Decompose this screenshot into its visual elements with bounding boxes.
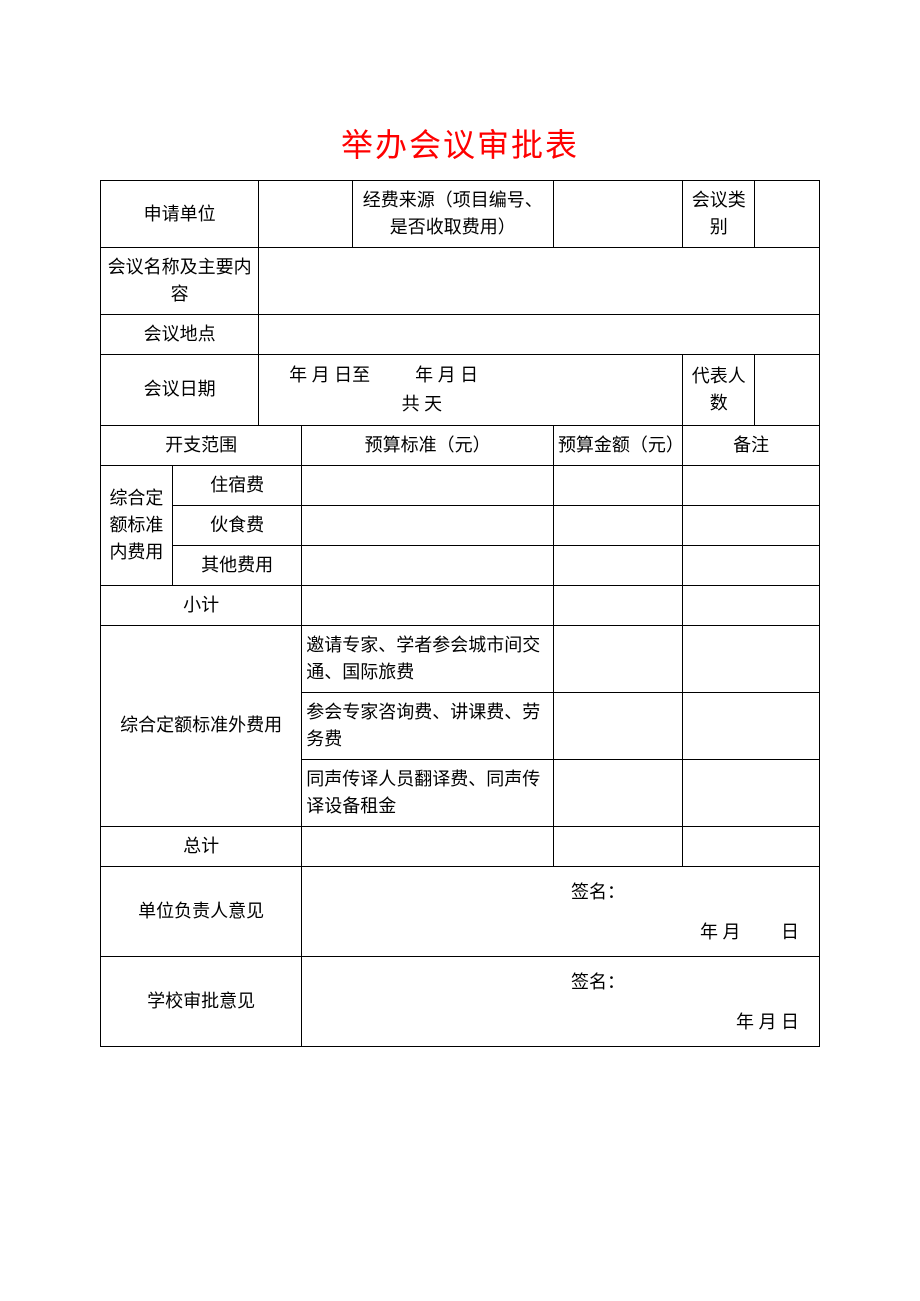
- value-subtotal-standard: [302, 585, 554, 625]
- form-title: 举办会议审批表: [100, 120, 820, 166]
- label-outer-fee: 综合定额标准外费用: [101, 625, 302, 826]
- label-expense-scope: 开支范围: [101, 425, 302, 465]
- label-remark: 备注: [683, 425, 820, 465]
- label-apply-unit: 申请单位: [101, 181, 259, 248]
- table-row: 总计: [101, 826, 820, 866]
- value-meeting-place: [259, 315, 820, 355]
- table-row: 申请单位 经费来源（项目编号、是否收取费用） 会议类别: [101, 181, 820, 248]
- table-row: 会议日期 年 月 日至 年 月 日 共 天 代表人数: [101, 355, 820, 426]
- date-d: 日: [781, 922, 799, 942]
- value-outer2-remark: [683, 692, 820, 759]
- table-row: 单位负责人意见 签名： 年 月 日: [101, 866, 820, 956]
- label-meeting-place: 会议地点: [101, 315, 259, 355]
- value-fund-source: [553, 181, 682, 248]
- label-meal: 伙食费: [172, 505, 301, 545]
- label-meeting-name: 会议名称及主要内容: [101, 248, 259, 315]
- value-lodging-remark: [683, 465, 820, 505]
- value-meal-amount: [553, 505, 682, 545]
- value-outer3-remark: [683, 759, 820, 826]
- value-lodging-amount: [553, 465, 682, 505]
- label-outer-item1: 邀请专家、学者参会城市间交通、国际旅费: [302, 625, 554, 692]
- value-outer1-remark: [683, 625, 820, 692]
- table-row: 伙食费: [101, 505, 820, 545]
- value-meeting-type: [755, 181, 820, 248]
- table-row: 综合定额标准外费用 邀请专家、学者参会城市间交通、国际旅费: [101, 625, 820, 692]
- value-lodging-standard: [302, 465, 554, 505]
- label-unit-opinion: 单位负责人意见: [101, 866, 302, 956]
- table-row: 小计: [101, 585, 820, 625]
- label-budget-amount: 预算金额（元）: [553, 425, 682, 465]
- date-placeholder: 年 月 日: [700, 919, 799, 946]
- table-row: 会议名称及主要内容: [101, 248, 820, 315]
- value-outer2-amount: [553, 692, 682, 759]
- value-outer1-amount: [553, 625, 682, 692]
- value-unit-opinion: 签名： 年 月 日: [302, 866, 820, 956]
- value-total-remark: [683, 826, 820, 866]
- table-row: 综合定额标准内费用 住宿费: [101, 465, 820, 505]
- value-total-amount: [553, 826, 682, 866]
- value-meal-standard: [302, 505, 554, 545]
- value-outer3-amount: [553, 759, 682, 826]
- table-row: 其他费用: [101, 545, 820, 585]
- value-meeting-date: 年 月 日至 年 月 日 共 天: [259, 355, 683, 426]
- value-school-opinion: 签名： 年 月 日: [302, 956, 820, 1046]
- date-ym: 年 月: [700, 922, 741, 942]
- table-row: 开支范围 预算标准（元） 预算金额（元） 备注: [101, 425, 820, 465]
- label-school-opinion: 学校审批意见: [101, 956, 302, 1046]
- signature-label: 签名：: [571, 879, 625, 906]
- label-fund-source: 经费来源（项目编号、是否收取费用）: [352, 181, 553, 248]
- date-line1: 年 月 日至: [289, 365, 370, 385]
- label-meeting-date: 会议日期: [101, 355, 259, 426]
- label-other-fee: 其他费用: [172, 545, 301, 585]
- value-meeting-name: [259, 248, 820, 315]
- value-total-standard: [302, 826, 554, 866]
- label-subtotal: 小计: [101, 585, 302, 625]
- value-subtotal-remark: [683, 585, 820, 625]
- value-subtotal-amount: [553, 585, 682, 625]
- approval-form-table: 申请单位 经费来源（项目编号、是否收取费用） 会议类别 会议名称及主要内容 会议…: [100, 180, 820, 1047]
- label-meeting-type: 会议类别: [683, 181, 755, 248]
- value-other-amount: [553, 545, 682, 585]
- label-total: 总计: [101, 826, 302, 866]
- value-other-standard: [302, 545, 554, 585]
- date-placeholder: 年 月 日: [736, 1009, 799, 1036]
- table-row: 学校审批意见 签名： 年 月 日: [101, 956, 820, 1046]
- table-row: 会议地点: [101, 315, 820, 355]
- value-meal-remark: [683, 505, 820, 545]
- label-budget-standard: 预算标准（元）: [302, 425, 554, 465]
- label-attendee-count: 代表人数: [683, 355, 755, 426]
- value-other-remark: [683, 545, 820, 585]
- label-outer-item2: 参会专家咨询费、讲课费、劳务费: [302, 692, 554, 759]
- date-line3: 共 天: [402, 394, 443, 414]
- date-line2: 年 月 日: [415, 365, 478, 385]
- signature-label: 签名：: [571, 969, 625, 996]
- label-inner-fee: 综合定额标准内费用: [101, 465, 173, 585]
- value-attendee-count: [755, 355, 820, 426]
- value-apply-unit: [259, 181, 352, 248]
- label-lodging: 住宿费: [172, 465, 301, 505]
- label-outer-item3: 同声传译人员翻译费、同声传译设备租金: [302, 759, 554, 826]
